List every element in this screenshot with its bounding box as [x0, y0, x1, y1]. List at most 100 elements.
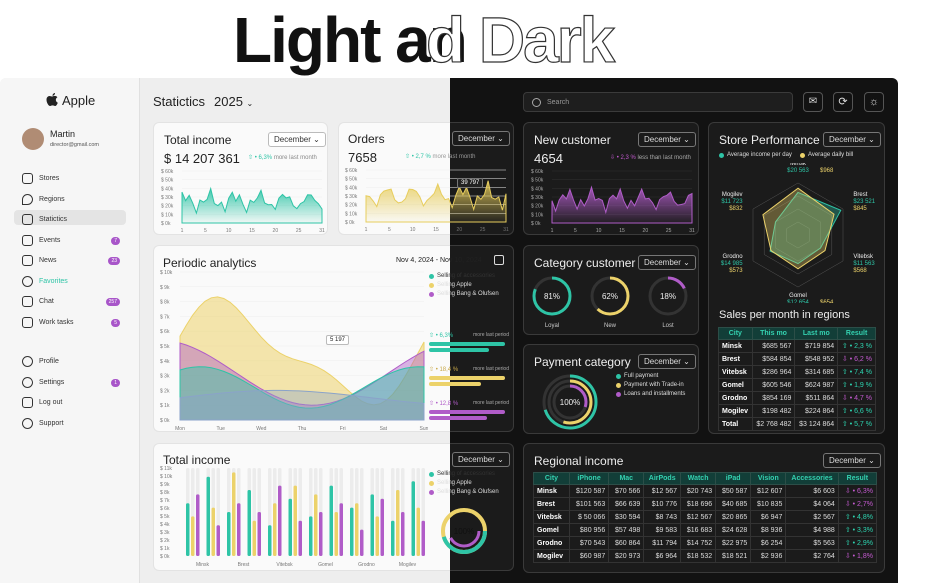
- table-header[interactable]: This mo: [751, 327, 796, 340]
- mail-button[interactable]: ✉: [803, 92, 823, 112]
- table-cell: ⇧ • 5,7 %: [837, 417, 876, 431]
- sidebar: Apple Martin director@gmail.com Stores R…: [0, 78, 140, 583]
- sidebar-item-favorites[interactable]: Favorites: [22, 276, 68, 287]
- table-row[interactable]: Mogilev $198 482 $224 864 ⇧ • 6,6 %: [718, 404, 876, 418]
- month-dropdown[interactable]: December ⌄: [268, 132, 326, 147]
- table-row[interactable]: Minsk $685 567 $719 854 ⇧ • 2,3 %: [718, 339, 876, 353]
- table-cell: $198 482: [751, 404, 796, 418]
- table-row[interactable]: Minsk $120 587 $70 566 $12 567 $20 743 $50 58…: [533, 484, 878, 498]
- table-header[interactable]: City: [533, 472, 570, 485]
- sidebar-item-stores[interactable]: Stores: [22, 173, 59, 184]
- table-row[interactable]: Grodno $70 543 $60 864 $11 794 $14 752 $22 97…: [533, 536, 878, 550]
- tick-label: 1: [365, 227, 368, 232]
- sidebar-item-statistics[interactable]: Statictics: [22, 214, 67, 225]
- dropdown-value: December: [644, 357, 681, 366]
- sidebar-item-logout[interactable]: Log out: [22, 397, 62, 408]
- dropdown-value: December: [644, 135, 681, 144]
- table-header[interactable]: AirPods: [643, 472, 682, 485]
- sidebar-item-support[interactable]: Support: [22, 418, 64, 429]
- table-row[interactable]: Gomel $605 546 $624 987 ⇧ • 1,9 %: [718, 378, 876, 392]
- tick-label: 1: [551, 228, 554, 233]
- theme-toggle-button[interactable]: ☼: [864, 92, 884, 112]
- nav-label: Events: [39, 237, 61, 244]
- bar: [206, 476, 210, 556]
- calendar-icon[interactable]: [494, 255, 504, 265]
- table-header[interactable]: Vision: [750, 472, 787, 485]
- chat-icon: [22, 296, 33, 307]
- change-badge: ⇩ • 2,3 % less than last month: [610, 155, 691, 161]
- radar-node-name: Grodno: [723, 254, 744, 260]
- table-row[interactable]: Total $2 768 482 $3 124 864 ⇧ • 5,7 %: [718, 417, 876, 431]
- table-header[interactable]: Mac: [608, 472, 645, 485]
- briefcase-icon: [22, 317, 33, 328]
- table-cell: Brest: [718, 352, 753, 366]
- table-cell: Mogilev: [533, 549, 570, 563]
- refresh-button[interactable]: ⟳: [833, 92, 853, 112]
- bar: [293, 485, 297, 556]
- table-row[interactable]: Grodno $854 169 $511 864 ⇩ • 4,7 %: [718, 391, 876, 405]
- table-row[interactable]: Gomel $80 956 $57 498 $9 583 $16 683 $24 628 $…: [533, 523, 878, 537]
- sidebar-item-news[interactable]: News 23: [22, 255, 120, 266]
- table-header[interactable]: Last mo: [794, 327, 839, 340]
- page-title: Statictics: [153, 94, 206, 109]
- table-cell: $60 987: [568, 549, 610, 563]
- payment-rings: 100%: [542, 374, 598, 430]
- change-value: 2,7 %: [415, 154, 431, 160]
- table-header[interactable]: Result: [837, 472, 878, 485]
- table-row[interactable]: Vitebsk $286 964 $314 685 ⇧ • 7,4 %: [718, 365, 876, 379]
- legend-label: Average income per day: [727, 152, 792, 158]
- bar: [319, 512, 323, 556]
- search-input[interactable]: Search: [523, 92, 793, 112]
- table-header[interactable]: Accessories: [785, 472, 839, 485]
- table-row[interactable]: Brest $584 854 $548 952 ⇩ • 6,2 %: [718, 352, 876, 366]
- ring-label: Loyal: [545, 323, 559, 329]
- date-range[interactable]: Nov 4, 2024 - Nov 10, 2024: [396, 257, 482, 264]
- table-header[interactable]: Result: [837, 327, 876, 340]
- sidebar-item-events[interactable]: Events 7: [22, 235, 120, 246]
- tick-label: Mon: [175, 426, 185, 430]
- dropdown-value: December: [644, 258, 681, 267]
- tick-label: $ 40k: [161, 186, 174, 192]
- radar-node-name: Gomel: [789, 293, 807, 299]
- nav-label: News: [39, 257, 57, 264]
- table-header[interactable]: Watch: [680, 472, 717, 485]
- month-dropdown[interactable]: December ⌄: [638, 132, 696, 147]
- tick-label: 31: [319, 228, 325, 233]
- tick-label: $ 0k: [531, 221, 541, 227]
- sidebar-item-regions[interactable]: Regions: [22, 194, 65, 205]
- sidebar-item-work-tasks[interactable]: Work tasks 5: [22, 317, 120, 328]
- month-dropdown[interactable]: December ⌄: [823, 453, 881, 468]
- active-highlight: [14, 210, 126, 225]
- sidebar-item-settings[interactable]: Settings 1: [22, 377, 120, 388]
- tick-label: $ 10k: [160, 474, 173, 480]
- month-dropdown[interactable]: December ⌄: [638, 354, 696, 369]
- payment-category-card: Payment category December ⌄ 100% Full pa…: [523, 344, 699, 434]
- tick-label: $ 9k: [160, 482, 170, 488]
- chart-icon: [22, 214, 33, 225]
- tick-label: $ 60k: [161, 169, 174, 175]
- change-value: 2,3 %: [620, 155, 636, 161]
- tick-label: 5: [204, 228, 207, 233]
- tick-label: 5: [388, 227, 391, 232]
- table-header[interactable]: iPad: [715, 472, 752, 485]
- orders-month-dropdown[interactable]: December ⌄: [452, 131, 510, 146]
- table-row[interactable]: Brest $101 563 $66 639 $10 776 $18 696 $40 68…: [533, 497, 878, 511]
- tick-label: 10: [410, 227, 416, 232]
- ring-progress: [547, 379, 593, 425]
- table-row[interactable]: Vitebsk $ 50 066 $30 594 $8 743 $12 567 $20 8…: [533, 510, 878, 524]
- month-dropdown[interactable]: December ⌄: [452, 452, 510, 467]
- year-value: 2025: [214, 94, 243, 109]
- new-customer-value: 4654: [534, 151, 563, 166]
- brand[interactable]: Apple: [45, 92, 95, 108]
- month-dropdown[interactable]: December ⌄: [823, 132, 881, 147]
- table-cell: $2 567: [785, 510, 839, 524]
- sidebar-item-profile[interactable]: Profile: [22, 356, 59, 367]
- table-header[interactable]: iPhone: [568, 472, 610, 485]
- nav-label: Support: [39, 420, 64, 427]
- table-row[interactable]: Mogilev $60 987 $20 973 $6 964 $18 532 $18 52…: [533, 549, 878, 563]
- year-select[interactable]: 2025 ⌄: [214, 94, 253, 109]
- month-dropdown[interactable]: December ⌄: [638, 255, 696, 270]
- sidebar-item-chat[interactable]: Chat 257: [22, 296, 120, 307]
- table-header[interactable]: City: [718, 327, 753, 340]
- avatar[interactable]: [22, 128, 44, 150]
